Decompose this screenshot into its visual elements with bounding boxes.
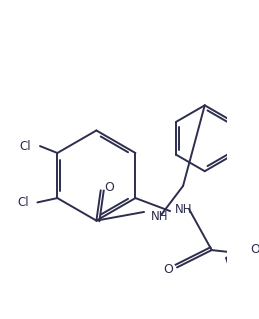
Text: O: O <box>163 263 173 276</box>
Text: Cl: Cl <box>20 140 31 152</box>
Text: NH: NH <box>151 210 169 223</box>
Text: Cl: Cl <box>17 196 29 209</box>
Text: NH: NH <box>174 203 192 216</box>
Text: O: O <box>104 181 114 194</box>
Text: O: O <box>250 243 259 256</box>
